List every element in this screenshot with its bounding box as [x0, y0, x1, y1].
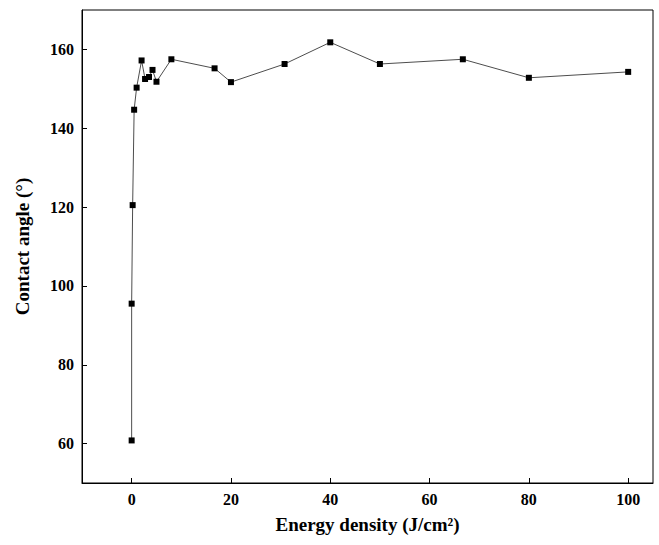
svg-text:40: 40 [322, 491, 338, 508]
svg-text:80: 80 [58, 356, 74, 373]
svg-text:120: 120 [50, 199, 74, 216]
svg-text:60: 60 [58, 435, 74, 452]
svg-text:20: 20 [223, 491, 239, 508]
svg-text:160: 160 [50, 41, 74, 58]
svg-text:100: 100 [616, 491, 640, 508]
svg-text:Energy density (J/cm²): Energy density (J/cm²) [275, 514, 459, 536]
svg-text:0: 0 [128, 491, 136, 508]
svg-text:80: 80 [521, 491, 537, 508]
svg-text:Contact angle (°): Contact angle (°) [12, 178, 34, 315]
svg-text:140: 140 [50, 120, 74, 137]
svg-text:100: 100 [50, 277, 74, 294]
svg-text:60: 60 [422, 491, 438, 508]
